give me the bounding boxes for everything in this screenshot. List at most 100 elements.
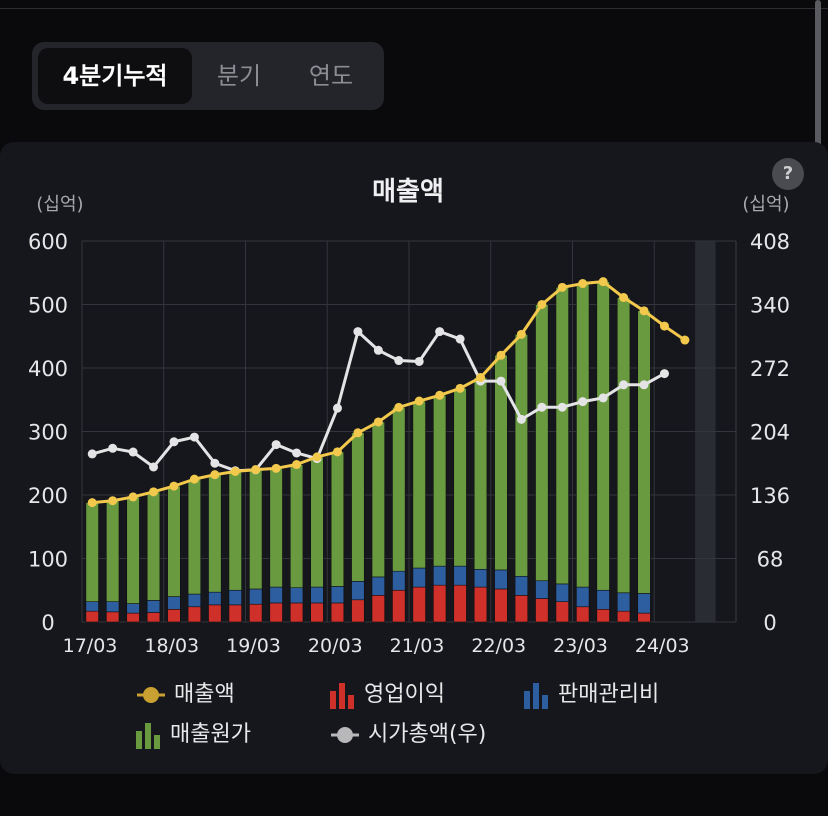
sga-bar xyxy=(228,589,242,606)
y-tick-right: 204 xyxy=(750,421,790,445)
revenue-point xyxy=(353,428,363,438)
legend-label: 영업이익 xyxy=(364,682,445,707)
revenue-point xyxy=(251,465,261,475)
market-cap-point xyxy=(619,380,629,390)
revenue-point xyxy=(189,474,199,484)
revenue-point xyxy=(230,467,240,477)
sga-bar xyxy=(555,583,569,602)
revenue-point xyxy=(271,463,281,473)
operating-profit-bar xyxy=(126,612,140,623)
sga-bar xyxy=(126,603,140,614)
stacked-bars xyxy=(85,281,651,623)
operating-profit-bar xyxy=(310,602,324,623)
operating-profit-bar xyxy=(616,610,631,623)
revenue-point xyxy=(639,306,649,316)
cost-of-sales-bar xyxy=(85,502,99,602)
x-tick-label: 19/03 xyxy=(226,635,281,657)
operating-profit-bar xyxy=(85,610,99,623)
legend-item-cost-of-sales[interactable]: 매출원가 xyxy=(136,718,251,752)
revenue-chart: 매출액 (십억) (십억) 600 408 500 340 400 272 300 204 20… xyxy=(28,177,790,657)
revenue-point xyxy=(537,300,547,309)
x-tick-label: 18/03 xyxy=(144,635,199,657)
legend-item-revenue[interactable]: 매출액 xyxy=(136,678,235,712)
revenue-point xyxy=(292,460,302,470)
tab-year[interactable]: 연도 xyxy=(308,62,354,90)
market-cap-point xyxy=(169,437,179,447)
line-dot-icon xyxy=(331,727,359,743)
cost-of-sales-bar xyxy=(269,468,283,588)
line-dot-icon xyxy=(137,687,165,703)
sga-bar xyxy=(412,567,426,588)
legend-item-sga-expense[interactable]: 판매관리비 xyxy=(524,678,659,712)
market-cap-point xyxy=(87,449,97,459)
x-tick-label: 22/03 xyxy=(471,635,526,657)
help-button[interactable]: ? xyxy=(772,158,804,190)
cost-of-sales-bar xyxy=(310,456,324,588)
cost-of-sales-bar xyxy=(228,471,242,591)
cost-of-sales-bar xyxy=(473,377,488,570)
market-cap-point xyxy=(108,443,118,453)
revenue-point xyxy=(619,293,629,303)
tab-4-quarter-cumulative[interactable]: 4분기누적 xyxy=(38,48,192,104)
operating-profit-bar xyxy=(494,588,508,623)
operating-profit-bar xyxy=(412,586,426,623)
bar-chart-icon xyxy=(136,723,160,749)
revenue-point xyxy=(659,321,669,331)
market-cap-point xyxy=(639,380,649,390)
operating-profit-bar xyxy=(555,601,569,623)
market-cap-point xyxy=(149,462,159,472)
market-cap-point xyxy=(578,397,588,407)
revenue-point xyxy=(496,350,506,360)
x-tick-label: 24/03 xyxy=(635,635,690,657)
operating-profit-bar xyxy=(514,595,529,623)
y-tick-right: 272 xyxy=(750,357,790,381)
market-cap-point xyxy=(271,440,281,450)
operating-profit-bar xyxy=(637,612,651,623)
cost-of-sales-bar xyxy=(330,451,345,587)
cost-of-sales-bar xyxy=(535,304,549,582)
sga-bar xyxy=(392,570,406,591)
legend-item-operating-profit[interactable]: 영업이익 xyxy=(330,678,445,712)
sga-bar xyxy=(596,589,610,610)
sga-bar xyxy=(269,586,283,604)
cost-of-sales-bar xyxy=(208,474,222,593)
sga-bar xyxy=(330,586,345,604)
tab-quarter[interactable]: 분기 xyxy=(216,62,262,90)
cost-of-sales-bar xyxy=(412,400,426,569)
y-tick-right: 136 xyxy=(750,484,790,508)
operating-profit-bar xyxy=(392,589,406,623)
revenue-point xyxy=(435,390,445,400)
operating-profit-bar xyxy=(146,612,161,623)
cost-of-sales-bar xyxy=(126,496,140,604)
legend-label: 판매관리비 xyxy=(558,682,660,707)
revenue-point xyxy=(128,492,138,502)
market-cap-point xyxy=(496,376,506,386)
operating-profit-bar xyxy=(167,608,181,623)
cost-of-sales-bar xyxy=(453,388,467,567)
series-lines xyxy=(87,277,690,508)
cost-of-sales-bar xyxy=(514,334,529,577)
top-divider xyxy=(0,8,828,9)
legend-item-market-cap[interactable]: 시가총액(우) xyxy=(330,718,486,752)
x-tick-label: 21/03 xyxy=(390,635,445,657)
y-tick-left: 300 xyxy=(28,421,68,445)
operating-profit-bar xyxy=(289,602,304,623)
cost-of-sales-bar xyxy=(616,297,631,594)
operating-profit-bar xyxy=(596,608,610,623)
revenue-point xyxy=(169,481,179,491)
scrollbar[interactable] xyxy=(815,0,821,172)
y-tick-left: 200 xyxy=(28,484,68,508)
revenue-point xyxy=(578,279,588,289)
cost-of-sales-bar xyxy=(433,395,447,567)
sga-bar xyxy=(106,601,120,613)
operating-profit-bar xyxy=(187,606,202,623)
revenue-point xyxy=(87,498,97,508)
sga-bar xyxy=(433,565,447,586)
y-tick-right: 340 xyxy=(750,294,790,318)
sga-bar xyxy=(187,593,202,608)
legend-label: 매출액 xyxy=(174,682,235,707)
bar-chart-icon xyxy=(524,683,548,709)
revenue-point xyxy=(312,452,322,462)
bar-chart-icon xyxy=(330,683,354,709)
market-cap-point xyxy=(373,345,383,355)
